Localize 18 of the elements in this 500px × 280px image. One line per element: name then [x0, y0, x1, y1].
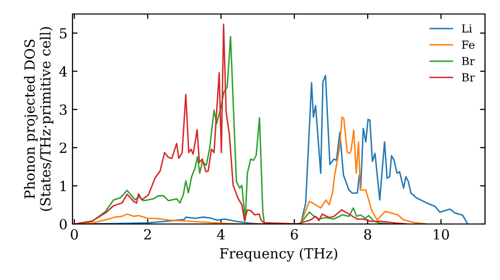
- legend-label: Br: [462, 56, 475, 66]
- y-tick-label: 1: [60, 180, 66, 192]
- x-tick-label: 10: [434, 229, 449, 240]
- x-tick-label: 4: [217, 229, 225, 240]
- y-tick-label: 4: [59, 66, 67, 77]
- x-tick-label: 6: [290, 229, 298, 240]
- x-tick-label: 0: [70, 229, 78, 240]
- y-axis-title: Phonon projected DOS (States/THz·primitive cell): [24, 27, 54, 211]
- y-tick-label: 2: [60, 142, 66, 153]
- x-axis-title: Frequency (THz): [220, 248, 338, 262]
- x-tick-label: 8: [364, 229, 372, 240]
- y-tick-label: 3: [60, 104, 67, 115]
- legend-label: Li: [462, 24, 472, 32]
- y-tick-label: 0: [60, 218, 67, 230]
- legend-label: Fe: [462, 40, 474, 49]
- y-tick-label: 5: [60, 28, 67, 39]
- legend-label: Br: [462, 73, 475, 82]
- x-tick-label: 2: [144, 229, 151, 240]
